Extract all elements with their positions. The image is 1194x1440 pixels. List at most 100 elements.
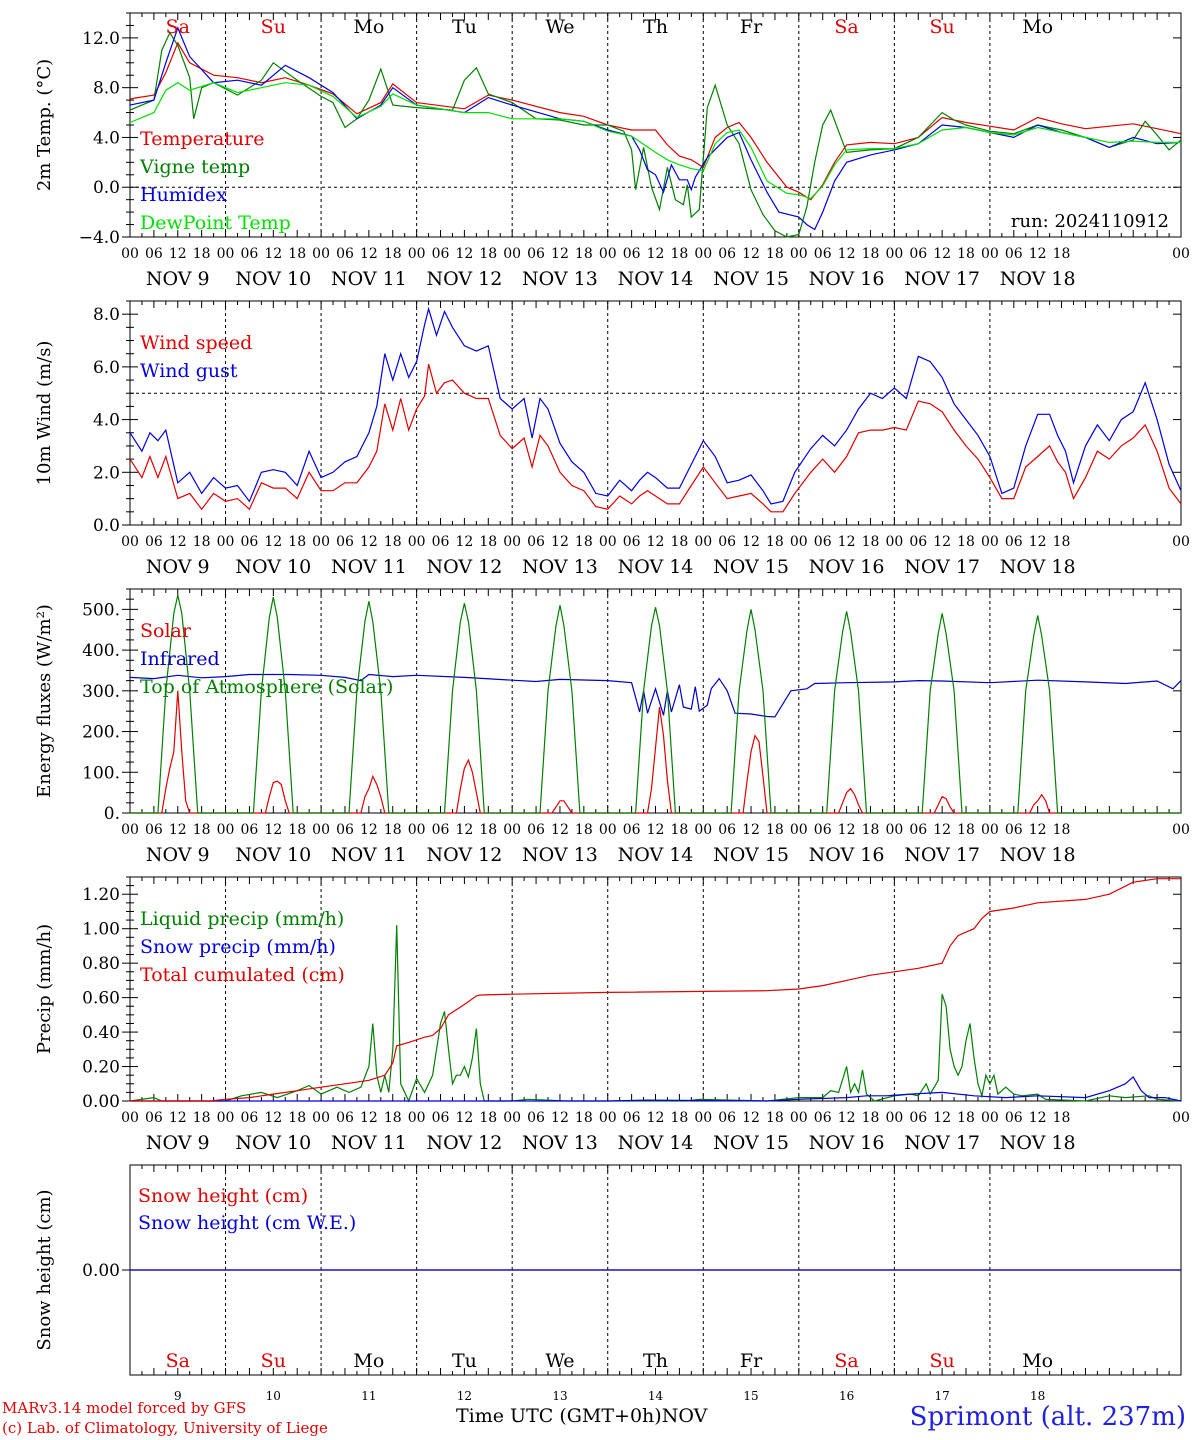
date-label: NOV 17 <box>904 556 980 578</box>
hour-tick-label: 06 <box>527 246 545 262</box>
hour-tick-label: 12 <box>933 1110 951 1126</box>
date-label: NOV 16 <box>809 844 885 866</box>
y-axis-label: 2m Temp. (°C) <box>34 59 55 191</box>
legend-entry: Snow height (cm) <box>138 1185 308 1207</box>
hour-tick-label: 06 <box>527 534 545 550</box>
hour-tick-label: 18 <box>1053 822 1071 838</box>
weekday-label: Th <box>643 16 668 38</box>
hour-tick-label: 18 <box>862 534 880 550</box>
hour-tick-label: 06 <box>241 1110 259 1126</box>
hour-tick-label: 12 <box>360 1110 378 1126</box>
hour-tick-label: 18 <box>575 246 593 262</box>
legend-entry: Snow height (cm W.E.) <box>138 1212 356 1234</box>
hour-tick-label: 18 <box>479 822 497 838</box>
hour-tick-label: 06 <box>432 246 450 262</box>
y-tick-label: 0.0 <box>93 516 120 536</box>
legend-entry: Wind gust <box>140 360 238 382</box>
date-label: NOV 17 <box>904 1132 980 1154</box>
date-label: NOV 15 <box>713 844 789 866</box>
hour-tick-label: 06 <box>814 822 832 838</box>
hour-tick-label: 12 <box>647 1110 665 1126</box>
date-label: NOV 9 <box>146 556 210 578</box>
date-label: NOV 14 <box>618 268 694 290</box>
hour-tick-label: 00 <box>599 1110 617 1126</box>
weekday-label: Su <box>261 1350 286 1372</box>
day-number-label: 12 <box>457 1389 472 1403</box>
date-label: NOV 9 <box>146 1132 210 1154</box>
hour-tick-label: 00 <box>408 246 426 262</box>
hour-tick-label: 06 <box>241 822 259 838</box>
hour-tick-label: 12 <box>933 822 951 838</box>
date-label: NOV 16 <box>809 268 885 290</box>
hour-tick-label: 18 <box>288 822 306 838</box>
date-label: NOV 18 <box>1000 844 1076 866</box>
date-label: NOV 10 <box>235 844 311 866</box>
hour-tick-label: 12 <box>647 534 665 550</box>
hour-tick-label: 18 <box>288 246 306 262</box>
series-line <box>130 594 1181 814</box>
hour-tick-label: 12 <box>933 534 951 550</box>
date-label: NOV 14 <box>618 556 694 578</box>
credit-line-1: MARv3.14 model forced by GFS <box>2 1399 247 1417</box>
date-label: NOV 18 <box>1000 268 1076 290</box>
hour-tick-label: 00 <box>312 1110 330 1126</box>
hour-tick-label: 18 <box>384 1110 402 1126</box>
y-axis-label: Energy fluxes (W/m²) <box>34 604 55 798</box>
hour-tick-label: 12 <box>742 1110 760 1126</box>
hour-tick-label: 00 <box>121 822 139 838</box>
hour-tick-label: 12 <box>264 1110 282 1126</box>
series-line <box>129 364 1182 513</box>
hour-tick-label: 00 <box>121 534 139 550</box>
date-label: NOV 17 <box>904 268 980 290</box>
series-line <box>129 41 1182 201</box>
hour-tick-label: 12 <box>264 534 282 550</box>
date-label: NOV 12 <box>427 556 503 578</box>
hour-tick-label: 18 <box>575 822 593 838</box>
hour-tick-label: 12 <box>742 822 760 838</box>
hour-tick-label: 06 <box>909 246 927 262</box>
hour-tick-label: 06 <box>623 822 641 838</box>
hour-tick-label: 06 <box>814 246 832 262</box>
hour-tick-label: 00 <box>790 822 808 838</box>
hour-tick-label: 00 <box>312 246 330 262</box>
y-tick-label: 8.0 <box>93 305 120 325</box>
hour-tick-label: 18 <box>288 1110 306 1126</box>
hour-tick-label: 18 <box>670 1110 688 1126</box>
hour-tick-label: 00 <box>217 1110 235 1126</box>
y-tick-label: 4.0 <box>93 128 120 148</box>
hour-tick-label: 00 <box>885 1110 903 1126</box>
hour-tick-label: 00 <box>503 822 521 838</box>
hour-tick-label: 18 <box>1053 1110 1071 1126</box>
hour-tick-label: 12 <box>455 246 473 262</box>
hour-tick-label: 00 <box>312 822 330 838</box>
hour-tick-label: 12 <box>838 1110 856 1126</box>
day-number-label: 15 <box>743 1389 758 1403</box>
date-label: NOV 11 <box>331 556 407 578</box>
hour-tick-label: 12 <box>169 822 187 838</box>
hour-tick-label: 18 <box>957 822 975 838</box>
hour-tick-label: 12 <box>360 822 378 838</box>
hour-tick-label: 12 <box>169 1110 187 1126</box>
hour-tick-label: 18 <box>670 534 688 550</box>
hour-tick-label: 00 <box>1172 822 1190 838</box>
date-label: NOV 9 <box>146 844 210 866</box>
y-tick-label: 0.00 <box>82 1092 120 1112</box>
hour-tick-label: 06 <box>145 822 163 838</box>
hour-tick-label: 00 <box>1172 246 1190 262</box>
hour-tick-label: 06 <box>336 1110 354 1126</box>
legend-entry: Vigne temp <box>139 156 250 178</box>
hour-tick-label: 18 <box>1053 246 1071 262</box>
hour-tick-label: 00 <box>1172 1110 1190 1126</box>
weekday-label: Sa <box>166 16 190 38</box>
hour-tick-label: 00 <box>981 822 999 838</box>
date-label: NOV 11 <box>331 1132 407 1154</box>
hour-tick-label: 12 <box>742 534 760 550</box>
y-axis-label: 10m Wind (m/s) <box>34 341 55 486</box>
date-label: NOV 10 <box>235 1132 311 1154</box>
hour-tick-label: 18 <box>288 534 306 550</box>
y-tick-label: 100. <box>82 763 120 783</box>
panel-1: −4.0 0.0 4.0 8.0 12.0 2m Temp. (°C) Temperatur… <box>34 12 1190 290</box>
hour-tick-label: 00 <box>503 534 521 550</box>
hour-tick-label: 00 <box>503 246 521 262</box>
hour-tick-label: 18 <box>862 822 880 838</box>
